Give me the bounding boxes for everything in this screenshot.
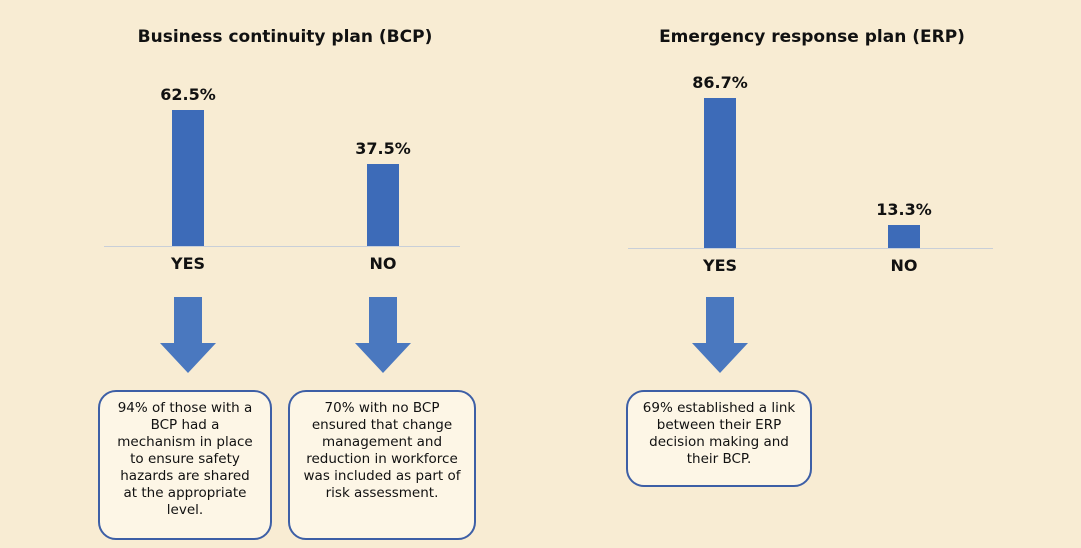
bar [172, 109, 204, 246]
category-label: YES [702, 256, 738, 275]
chart-title: Business continuity plan (BCP) [137, 27, 433, 47]
bar [367, 164, 399, 246]
value-label: 62.5% [160, 84, 216, 104]
annotation-box: 70% with no BCP ensured that change mana… [288, 390, 476, 540]
down-arrow [692, 297, 748, 373]
baseline [628, 248, 993, 249]
chart-title: Emergency response plan (ERP) [659, 27, 965, 47]
category-label: YES [170, 254, 206, 273]
category-label: NO [369, 254, 397, 273]
annotation-box: 94% of those with a BCP had a mechanism … [98, 390, 272, 540]
annotation-box: 69% established a link between their ERP… [626, 390, 812, 487]
down-arrow [160, 297, 216, 373]
value-label: 37.5% [355, 139, 411, 159]
down-arrow [355, 297, 411, 373]
bar [704, 98, 736, 248]
baseline [104, 246, 460, 247]
category-label: NO [890, 256, 918, 275]
bar [888, 224, 920, 248]
value-label: 86.7% [692, 73, 748, 92]
value-label: 13.3% [876, 199, 932, 219]
